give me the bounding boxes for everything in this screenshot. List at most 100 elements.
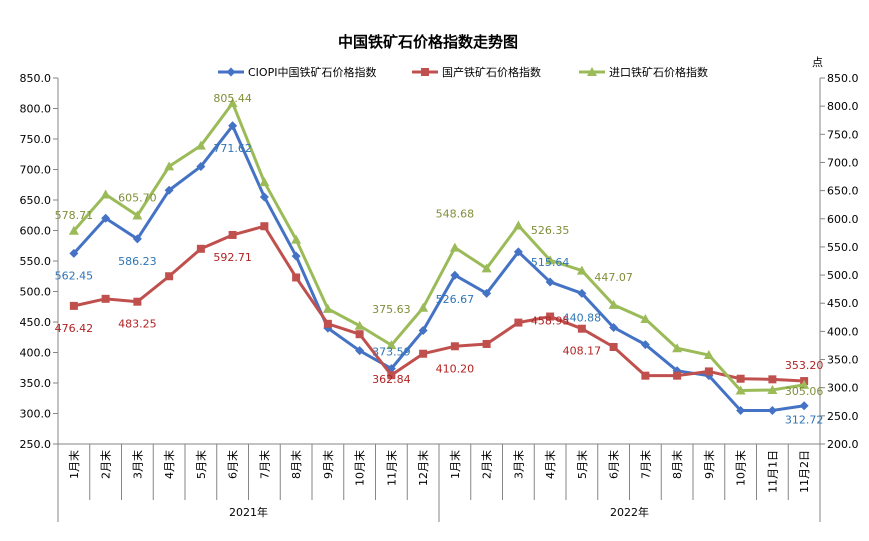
data-point: [101, 213, 111, 223]
data-point: [576, 265, 587, 275]
chart-title: 中国铁矿石价格指数走势图: [338, 33, 518, 51]
data-point: [672, 343, 683, 353]
data-point: [545, 255, 556, 265]
data-point: [195, 140, 206, 150]
data-point: [292, 273, 301, 282]
data-point: [799, 401, 809, 411]
y-left-tick-label: 600.0: [20, 225, 52, 238]
legend-label: 进口铁矿石价格指数: [609, 65, 708, 79]
y-left-tick-label: 350.0: [20, 377, 52, 390]
data-label: 408.17: [563, 345, 602, 358]
data-point: [513, 247, 523, 257]
x-tick-label: 2月末: [99, 450, 113, 479]
data-point: [673, 371, 682, 380]
data-label: 312.72: [785, 414, 824, 427]
y-left-tick-label: 700.0: [20, 164, 52, 177]
data-point: [68, 225, 79, 235]
data-point: [640, 340, 650, 350]
x-tick-label: 3月末: [130, 450, 144, 479]
legend: CIOPI中国铁矿石价格指数 国产铁矿石价格指数 进口铁矿石价格指数: [218, 65, 708, 79]
data-label: 805.44: [213, 92, 252, 105]
data-label: 410.20: [436, 362, 475, 375]
data-label: 483.25: [118, 318, 157, 331]
data-point: [418, 302, 429, 312]
data-point: [545, 277, 555, 287]
data-point: [735, 385, 746, 395]
data-point: [577, 288, 587, 298]
data-point: [640, 313, 651, 323]
y-left-tick-label: 850.0: [20, 72, 52, 85]
data-point: [482, 288, 492, 298]
data-point: [69, 248, 79, 258]
series-1: [69, 121, 809, 415]
x-tick-label: 12月末: [416, 450, 430, 486]
data-label: 447.07: [594, 271, 633, 284]
x-tick-label: 11月2日: [798, 450, 811, 493]
data-point: [228, 230, 237, 239]
legend-swatch-marker: [421, 68, 429, 76]
data-point: [322, 303, 333, 313]
x-tick-label: 5月末: [194, 450, 208, 479]
y-left-tick-label: 650.0: [20, 194, 52, 207]
y-right-tick-label: 550.0: [827, 241, 859, 254]
y-right-tick-label: 750.0: [827, 128, 859, 141]
y-right-tick-label: 800.0: [827, 100, 859, 113]
series-3: [68, 98, 810, 395]
data-labels: 562.45 586.23 771.62 373.59 526.67 515.64 440.…: [55, 92, 824, 427]
y-right-tick-label: 500.0: [827, 269, 859, 282]
data-point: [482, 339, 491, 348]
x-tick-label: 5月末: [575, 450, 589, 479]
x-tick-label: 9月末: [702, 450, 716, 479]
y-left-tick-label: 750.0: [20, 133, 52, 146]
y-left-tick-label: 500.0: [20, 286, 52, 299]
data-label: 440.88: [563, 311, 602, 324]
data-point: [419, 349, 428, 358]
y-left-tick-label: 450.0: [20, 316, 52, 329]
x-tick-label: 7月末: [638, 450, 652, 479]
year-group-label: 2021年: [229, 505, 268, 519]
data-label: 578.71: [55, 209, 94, 222]
x-tick-label: 6月末: [607, 450, 621, 479]
data-point: [767, 384, 778, 394]
y-right-tick-label: 350.0: [827, 354, 859, 367]
x-tick-label: 4月末: [162, 450, 176, 479]
data-point: [449, 242, 460, 252]
legend-label: CIOPI中国铁矿石价格指数: [248, 65, 376, 79]
data-label: 586.23: [118, 255, 157, 268]
data-point: [259, 177, 270, 187]
axes: 250.0 300.0 350.0 400.0 450.0 500.0 550.0 600.0…: [20, 72, 859, 522]
x-tick-label: 10月末: [353, 450, 367, 486]
year-group-label: 2022年: [610, 505, 649, 519]
data-point: [164, 185, 174, 195]
data-point: [514, 318, 523, 327]
data-point: [323, 319, 332, 328]
legend-item: CIOPI中国铁矿石价格指数: [218, 65, 376, 79]
y-right-tick-label: 200.0: [827, 438, 859, 451]
data-point: [799, 379, 810, 389]
x-tick-label: 8月末: [670, 450, 684, 479]
data-point: [641, 371, 650, 380]
data-point: [736, 405, 746, 415]
series-layer: [68, 98, 810, 415]
data-label: 305.06: [785, 385, 824, 398]
x-tick-label: 6月末: [226, 450, 240, 479]
data-point: [609, 343, 618, 352]
x-tick-label: 11月1日: [766, 450, 779, 493]
data-point: [546, 312, 555, 321]
y-right-tick-label: 300.0: [827, 382, 859, 395]
data-point: [481, 263, 492, 273]
y-right-tick-label: 450.0: [827, 297, 859, 310]
x-tick-label: 9月末: [321, 450, 335, 479]
data-point: [703, 350, 714, 360]
data-point: [133, 297, 142, 306]
series-line: [72, 101, 805, 393]
data-point: [101, 294, 110, 303]
series-line: [72, 124, 805, 412]
y-left-tick-label: 300.0: [20, 408, 52, 421]
data-label: 526.35: [531, 224, 570, 237]
right-axis-unit: 点: [812, 56, 823, 69]
y-right-tick-label: 250.0: [827, 410, 859, 423]
y-left-tick-label: 550.0: [20, 255, 52, 268]
data-point: [291, 251, 301, 261]
